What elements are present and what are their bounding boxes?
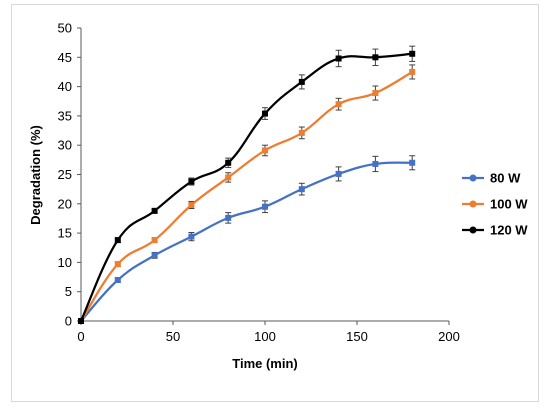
series-lines [79, 52, 413, 322]
series-line-2 [79, 52, 413, 322]
series-markers [78, 50, 416, 324]
axes [77, 27, 450, 325]
x-axis-title: Time (min) [232, 356, 298, 371]
y-tick-label: 50 [58, 21, 72, 36]
y-tick-label: 45 [58, 50, 72, 65]
data-point [225, 214, 232, 221]
y-tick-label: 5 [65, 284, 72, 299]
data-point [298, 186, 305, 193]
data-point [372, 160, 379, 167]
data-point [409, 159, 416, 166]
data-point [262, 203, 268, 210]
legend: 80 W 100 W 120 W [462, 171, 528, 238]
data-point [372, 54, 379, 61]
y-tick-label: 15 [58, 226, 72, 241]
y-tick-label: 20 [58, 196, 72, 211]
data-point [188, 233, 195, 240]
data-point [188, 178, 195, 185]
legend-label: 100 W [490, 197, 528, 212]
y-tick-label: 40 [58, 79, 72, 94]
data-point [225, 159, 232, 166]
x-tick-label: 150 [346, 329, 368, 344]
data-point [298, 78, 305, 85]
legend-label: 120 W [490, 223, 528, 238]
y-axis-title: Degradation (%) [28, 125, 43, 225]
y-tick-label: 35 [58, 108, 72, 123]
data-point [188, 201, 195, 208]
series-line-0 [80, 161, 413, 322]
tick-labels: 0 5 10 15 20 25 30 35 40 45 50 0 50 100 150 200 [58, 21, 460, 345]
data-point [114, 276, 121, 283]
data-point [151, 252, 158, 259]
data-point [298, 129, 305, 136]
data-point [114, 237, 121, 244]
x-tick-label: 200 [438, 329, 460, 344]
data-point [78, 318, 84, 324]
x-tick-label: 100 [254, 329, 276, 344]
data-point [409, 50, 416, 57]
y-tick-label: 0 [65, 314, 72, 329]
legend-marker [469, 226, 477, 234]
series-line-1 [80, 70, 413, 322]
data-point [335, 170, 342, 177]
data-point [151, 237, 158, 244]
y-tick-label: 25 [58, 167, 72, 182]
data-point [225, 174, 232, 181]
x-tick-label: 50 [166, 329, 180, 344]
data-point [151, 207, 158, 214]
legend-marker [469, 174, 477, 182]
data-point [335, 101, 342, 108]
legend-marker [469, 200, 477, 208]
data-point [262, 110, 268, 117]
data-point [409, 68, 416, 75]
legend-label: 80 W [490, 171, 521, 186]
y-tick-label: 10 [58, 255, 72, 270]
data-point [114, 261, 121, 268]
y-tick-label: 30 [58, 138, 72, 153]
x-tick-label: 0 [77, 329, 84, 344]
data-point [262, 147, 268, 154]
data-point [335, 55, 342, 62]
data-point [372, 90, 379, 97]
